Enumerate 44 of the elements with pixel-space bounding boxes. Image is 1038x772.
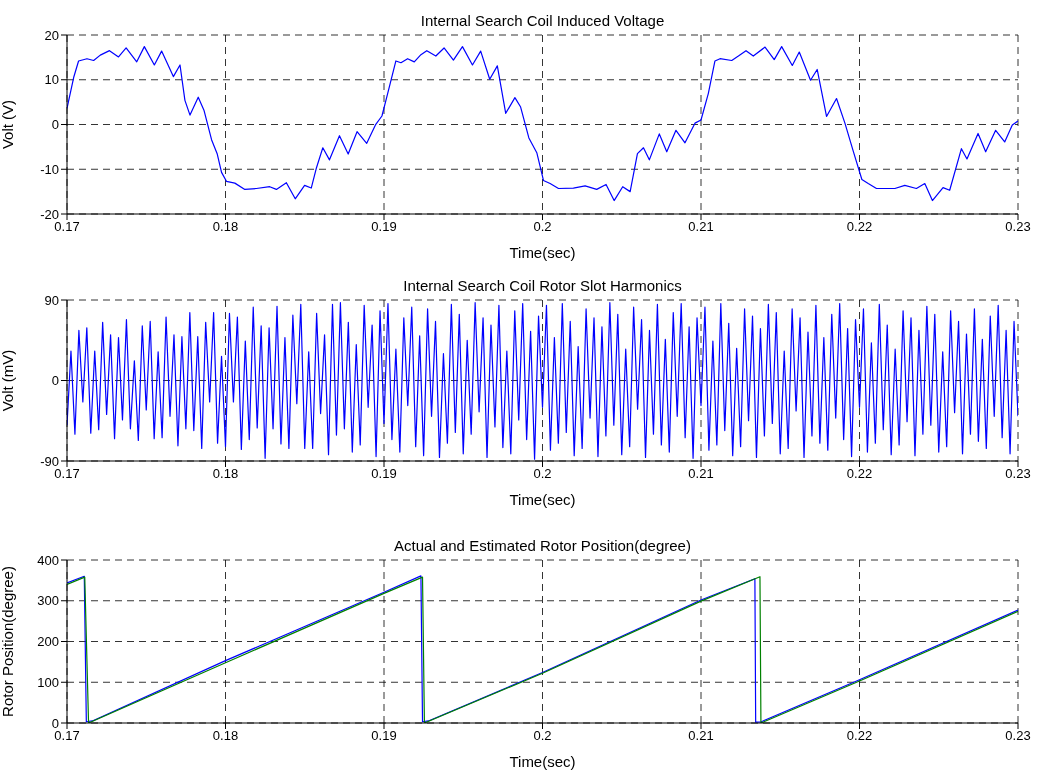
y-axis-title: Volt (mV) — [0, 349, 17, 412]
y-tick-label: 0 — [51, 373, 59, 389]
x-tick-label: 0.17 — [54, 466, 80, 482]
x-tick-label: 0.23 — [1005, 728, 1031, 744]
y-tick-label: 0 — [51, 117, 59, 133]
x-axis-title: Time(sec) — [509, 753, 576, 770]
chart-title: Actual and Estimated Rotor Position(degree) — [393, 537, 692, 554]
chart-title: Internal Search Coil Rotor Slot Harmonics — [402, 277, 683, 294]
x-tick-label: 0.2 — [533, 466, 552, 482]
x-axis-title: Time(sec) — [509, 244, 576, 261]
x-tick-label: 0.22 — [846, 219, 873, 235]
x-tick-label: 0.21 — [688, 219, 714, 235]
x-tick-label: 0.19 — [371, 466, 397, 482]
x-tick-label: 0.17 — [54, 219, 80, 235]
y-axis-title: Volt (V) — [0, 99, 17, 150]
x-tick-label: 0.18 — [212, 466, 239, 482]
y-tick-label: 10 — [44, 72, 59, 88]
x-axis-title: Time(sec) — [509, 491, 576, 508]
x-tick-label: 0.21 — [688, 466, 714, 482]
x-tick-label: 0.18 — [212, 219, 239, 235]
y-axis-title: Rotor Position(degree) — [0, 566, 17, 717]
x-tick-label: 0.22 — [846, 728, 873, 744]
y-tick-label: 90 — [44, 292, 59, 308]
x-tick-label: 0.19 — [371, 728, 397, 744]
y-tick-label: -20 — [40, 206, 59, 222]
y-tick-label: 20 — [44, 27, 59, 43]
x-tick-label: 0.18 — [212, 728, 239, 744]
y-tick-label: 400 — [37, 552, 59, 568]
x-tick-label: 0.17 — [54, 728, 80, 744]
chart-title: Internal Search Coil Induced Voltage — [419, 12, 666, 29]
x-tick-label: 0.22 — [846, 466, 873, 482]
x-tick-label: 0.23 — [1005, 466, 1031, 482]
x-tick-label: 0.23 — [1005, 219, 1031, 235]
y-tick-label: 200 — [37, 634, 59, 650]
x-tick-label: 0.21 — [688, 728, 714, 744]
x-tick-label: 0.2 — [533, 728, 552, 744]
y-tick-label: 0 — [51, 715, 59, 731]
line-series — [67, 46, 1018, 202]
x-tick-label: 0.2 — [533, 219, 552, 235]
x-tick-label: 0.19 — [371, 219, 397, 235]
y-tick-label: 100 — [37, 674, 59, 690]
y-tick-label: -10 — [40, 161, 59, 177]
y-tick-label: -90 — [40, 453, 59, 469]
y-tick-label: 300 — [37, 593, 59, 609]
